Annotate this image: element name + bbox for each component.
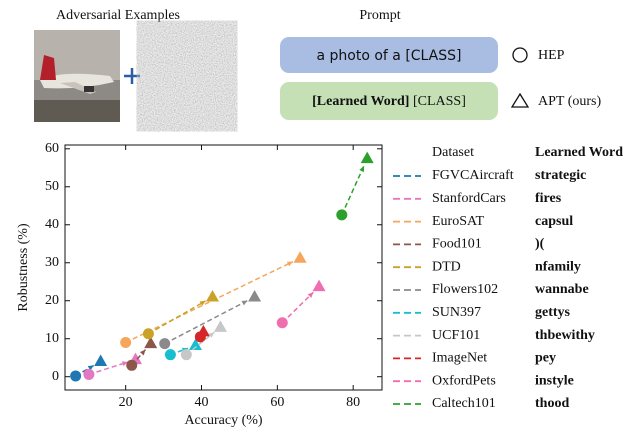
legend-word: thbewithy bbox=[535, 328, 595, 343]
legend-label: StanfordCars bbox=[432, 191, 506, 206]
hep-point bbox=[70, 370, 81, 381]
arrow-head bbox=[241, 301, 247, 306]
examples-label: Adversarial Examples bbox=[56, 8, 180, 23]
hep-prompt: a photo of a [CLASS] bbox=[316, 48, 461, 64]
prompt-label: Prompt bbox=[359, 8, 400, 23]
x-tick-label: 40 bbox=[195, 395, 209, 410]
hep-point bbox=[120, 337, 131, 348]
x-tick-label: 20 bbox=[119, 395, 133, 410]
hep-point bbox=[143, 328, 154, 339]
apt-prompt-rest: [CLASS] bbox=[409, 94, 465, 109]
y-tick-label: 60 bbox=[45, 141, 59, 156]
legend-word-title: Learned Word bbox=[535, 145, 623, 160]
apt-key: APT (ours) bbox=[538, 94, 601, 109]
legend-word: gettys bbox=[535, 305, 571, 320]
legend-label: EuroSAT bbox=[432, 214, 485, 229]
apt-point bbox=[361, 152, 374, 164]
legend-word: wannabe bbox=[535, 282, 589, 297]
legend-label: OxfordPets bbox=[432, 373, 496, 388]
chart: 20 40 60 80 0 10 20 30 40 50 60 Accuracy (%) Robustn… bbox=[16, 141, 623, 428]
noise-image bbox=[145, 30, 229, 122]
legend-label: Caltech101 bbox=[432, 396, 496, 411]
arrow-shaft bbox=[342, 166, 364, 215]
legend-label: DTD bbox=[432, 259, 461, 274]
hep-point bbox=[165, 349, 176, 360]
arrow-head bbox=[140, 350, 146, 356]
apt-prompt-word: [Learned Word] bbox=[312, 94, 409, 109]
apt-point bbox=[94, 355, 107, 367]
figure: Adversarial Examples Prompt a photo of a… bbox=[0, 0, 635, 431]
legend-label: UCF101 bbox=[432, 328, 480, 343]
x-tick-label: 60 bbox=[270, 395, 284, 410]
arrow-shaft bbox=[89, 362, 128, 374]
y-tick-label: 50 bbox=[45, 179, 59, 194]
hep-point bbox=[277, 317, 288, 328]
apt-point bbox=[313, 280, 326, 292]
legend-label: Flowers102 bbox=[432, 282, 498, 297]
plot-frame bbox=[65, 145, 382, 390]
legend-word: strategic bbox=[535, 168, 586, 183]
legend-word: instyle bbox=[535, 373, 574, 388]
y-tick-label: 10 bbox=[45, 331, 59, 346]
y-axis-label: Robustness (%) bbox=[16, 223, 31, 312]
legend-word: pey bbox=[535, 351, 556, 366]
legend-word: )( bbox=[535, 237, 545, 252]
legend-word: nfamily bbox=[535, 259, 581, 274]
legend-label: FGVCAircraft bbox=[432, 168, 514, 183]
hep-key: HEP bbox=[538, 48, 565, 63]
y-tick-label: 40 bbox=[45, 217, 59, 232]
y-tick-label: 0 bbox=[52, 369, 59, 384]
hep-icon bbox=[513, 48, 527, 62]
apt-prompt: [Learned Word] [CLASS] bbox=[312, 94, 466, 109]
apt-point bbox=[248, 290, 261, 302]
apt-point bbox=[197, 325, 210, 337]
apt-point bbox=[206, 290, 219, 302]
y-tick-label: 30 bbox=[45, 255, 59, 270]
legend-label: ImageNet bbox=[432, 351, 487, 366]
apt-point bbox=[294, 251, 307, 262]
apt-point bbox=[214, 320, 227, 332]
legend-word: fires bbox=[535, 191, 562, 206]
hep-point bbox=[83, 369, 94, 380]
hep-point bbox=[159, 338, 170, 349]
legend-label: SUN397 bbox=[432, 305, 481, 320]
arrow-shaft bbox=[282, 292, 313, 322]
hep-point bbox=[336, 209, 347, 220]
x-axis-label: Accuracy (%) bbox=[184, 413, 262, 428]
apt-icon bbox=[512, 94, 528, 107]
y-tick-label: 20 bbox=[45, 293, 59, 308]
legend-label: Food101 bbox=[432, 237, 482, 252]
airplane-image bbox=[34, 30, 120, 122]
hep-point bbox=[126, 360, 137, 371]
arrow-shaft bbox=[165, 301, 248, 344]
x-tick-label: 80 bbox=[346, 395, 360, 410]
plus-sign bbox=[124, 68, 140, 84]
legend-word: capsul bbox=[535, 214, 573, 229]
legend-word: thood bbox=[535, 396, 569, 411]
arrow-shaft bbox=[148, 301, 205, 334]
legend-title: Dataset bbox=[432, 145, 474, 160]
hep-point bbox=[181, 349, 192, 360]
